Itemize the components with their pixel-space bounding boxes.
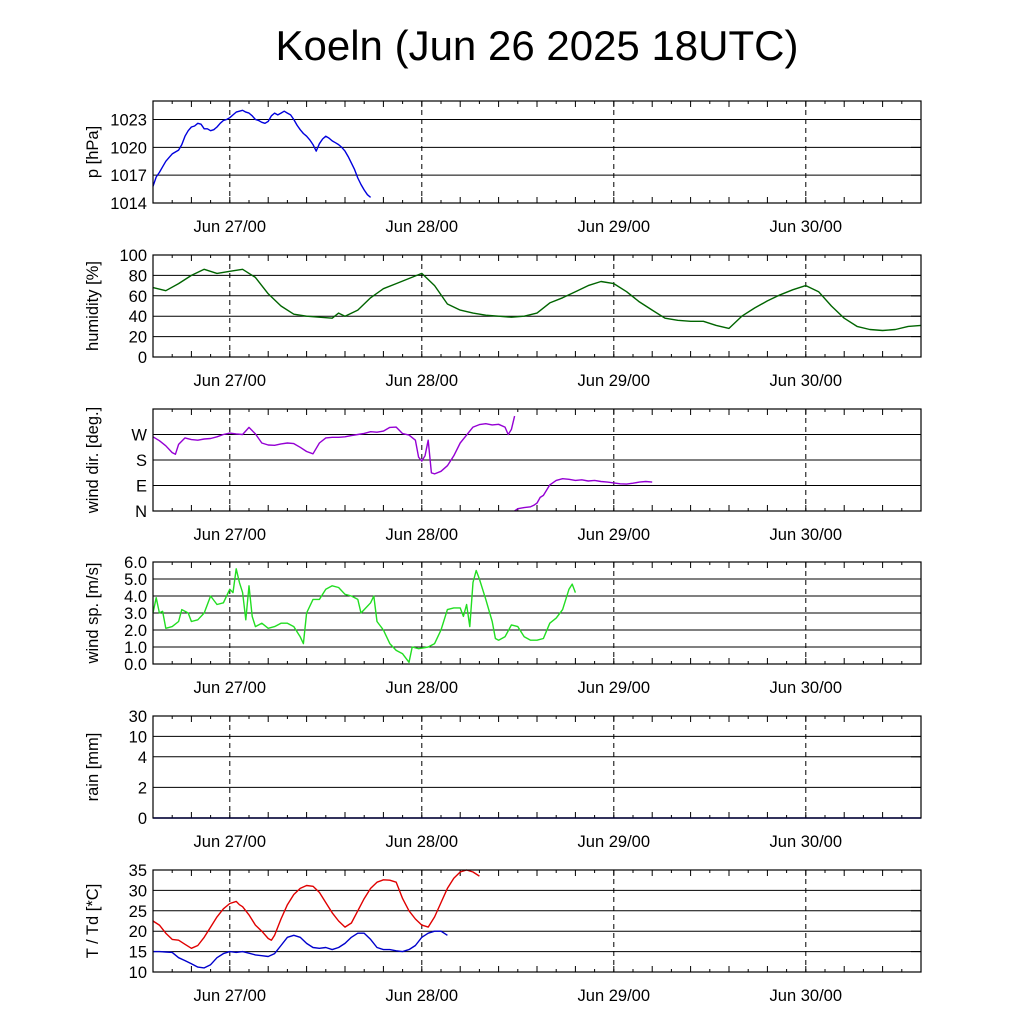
y-tick-label: 10 bbox=[129, 728, 147, 746]
series-line-humidity bbox=[152, 268, 922, 332]
x-tick-label: Jun 29/00 bbox=[578, 372, 650, 390]
y-tick-label: 1017 bbox=[110, 167, 147, 185]
x-tick-label: Jun 27/00 bbox=[194, 833, 266, 851]
x-tick-label: Jun 29/00 bbox=[578, 526, 650, 544]
series-line-wind_sp bbox=[152, 568, 577, 663]
x-tick-label: Jun 30/00 bbox=[770, 372, 842, 390]
y-tick-label: 0.0 bbox=[124, 656, 147, 674]
y-tick-label: S bbox=[136, 452, 147, 470]
series-line-temperature bbox=[152, 869, 480, 949]
plot-frame bbox=[152, 715, 922, 819]
y-axis-label: p [hPa] bbox=[84, 126, 102, 178]
plot-frame bbox=[152, 254, 922, 358]
series-line-dewpoint bbox=[153, 930, 448, 969]
x-tick-label: Jun 28/00 bbox=[386, 372, 458, 390]
plot-frame bbox=[152, 100, 922, 204]
x-tick-label: Jun 27/00 bbox=[194, 679, 266, 697]
series-line-wind_dir bbox=[152, 415, 516, 475]
x-tick-label: Jun 30/00 bbox=[770, 987, 842, 1005]
y-tick-label: 2 bbox=[138, 779, 147, 797]
y-tick-label: 30 bbox=[129, 708, 147, 726]
y-axis-label: T / Td [*C] bbox=[84, 884, 102, 959]
x-tick-label: Jun 28/00 bbox=[386, 679, 458, 697]
y-axis-label: humidity [%] bbox=[84, 261, 102, 351]
y-tick-label: 15 bbox=[129, 944, 147, 962]
x-tick-label: Jun 29/00 bbox=[578, 218, 650, 236]
plot-frame bbox=[152, 561, 922, 665]
y-tick-label: 20 bbox=[129, 329, 147, 347]
x-tick-label: Jun 29/00 bbox=[578, 987, 650, 1005]
x-tick-label: Jun 29/00 bbox=[578, 679, 650, 697]
y-tick-label: 35 bbox=[129, 862, 147, 880]
y-tick-label: 60 bbox=[129, 288, 147, 306]
y-tick-label: 25 bbox=[129, 903, 147, 921]
y-axis-label: wind dir. [deg.] bbox=[84, 407, 102, 514]
series-line-pressure bbox=[152, 109, 372, 198]
y-tick-label: 4.0 bbox=[124, 588, 147, 606]
y-tick-label: 1023 bbox=[110, 112, 147, 130]
x-tick-label: Jun 27/00 bbox=[194, 987, 266, 1005]
y-tick-label: 30 bbox=[129, 882, 147, 900]
y-tick-label: 80 bbox=[129, 267, 147, 285]
y-tick-label: 0 bbox=[138, 349, 147, 367]
y-tick-label: 0 bbox=[138, 810, 147, 828]
x-tick-label: Jun 27/00 bbox=[194, 526, 266, 544]
x-tick-label: Jun 28/00 bbox=[386, 526, 458, 544]
y-tick-label: W bbox=[131, 427, 147, 445]
plot-frame bbox=[152, 869, 922, 973]
y-tick-label: N bbox=[135, 503, 147, 521]
y-tick-label: 5.0 bbox=[124, 571, 147, 589]
y-tick-label: E bbox=[136, 478, 147, 496]
series-line-wind_dir bbox=[514, 478, 653, 512]
x-tick-label: Jun 30/00 bbox=[770, 679, 842, 697]
y-axis-label: wind sp. [m/s] bbox=[84, 563, 102, 665]
y-tick-label: 1014 bbox=[110, 195, 147, 213]
y-tick-label: 2.0 bbox=[124, 622, 147, 640]
y-tick-label: 40 bbox=[129, 308, 147, 326]
x-tick-label: Jun 30/00 bbox=[770, 833, 842, 851]
x-tick-label: Jun 27/00 bbox=[194, 372, 266, 390]
y-tick-label: 100 bbox=[119, 247, 147, 265]
y-tick-label: 10 bbox=[129, 964, 147, 982]
x-tick-label: Jun 28/00 bbox=[386, 987, 458, 1005]
x-tick-label: Jun 28/00 bbox=[386, 833, 458, 851]
y-tick-label: 4 bbox=[138, 749, 147, 767]
y-tick-label: 20 bbox=[129, 923, 147, 941]
y-axis-label: rain [mm] bbox=[84, 733, 102, 802]
x-tick-label: Jun 30/00 bbox=[770, 218, 842, 236]
y-tick-label: 6.0 bbox=[124, 554, 147, 572]
x-tick-label: Jun 28/00 bbox=[386, 218, 458, 236]
chart-title: Koeln (Jun 26 2025 18UTC) bbox=[275, 22, 799, 69]
y-tick-label: 1.0 bbox=[124, 639, 147, 657]
y-tick-label: 3.0 bbox=[124, 605, 147, 623]
x-tick-label: Jun 29/00 bbox=[578, 833, 650, 851]
x-tick-label: Jun 27/00 bbox=[194, 218, 266, 236]
x-tick-label: Jun 30/00 bbox=[770, 526, 842, 544]
plot-frame bbox=[152, 408, 922, 512]
y-tick-label: 1020 bbox=[110, 139, 147, 157]
